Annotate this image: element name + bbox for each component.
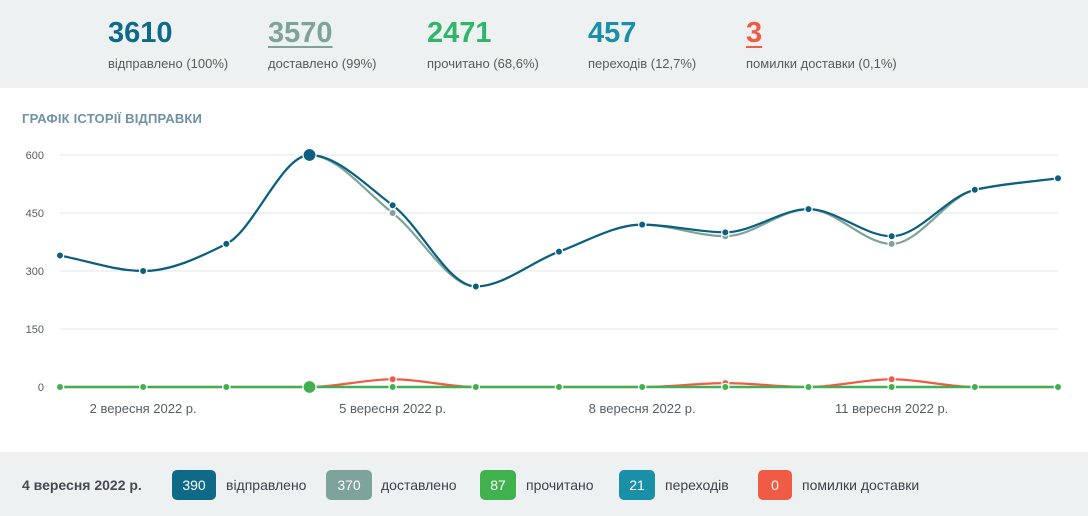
x-tick-label: 8 вересня 2022 р. bbox=[589, 401, 696, 416]
sent-point bbox=[804, 204, 813, 214]
read-point bbox=[804, 382, 813, 392]
x-tick-label: 5 вересня 2022 р. bbox=[339, 401, 446, 416]
sent-point bbox=[1053, 174, 1063, 183]
sent-point bbox=[471, 282, 481, 291]
y-tick-label: 0 bbox=[38, 382, 44, 394]
delivered-point bbox=[388, 208, 397, 218]
read-point bbox=[471, 382, 481, 392]
sent-point bbox=[637, 220, 647, 229]
delivered-point bbox=[887, 239, 896, 249]
read-point bbox=[302, 379, 317, 395]
read-point bbox=[554, 382, 564, 392]
stat-delivered-label: доставлено (99%) bbox=[268, 56, 377, 71]
stats-bar: 3610 відправлено (100%) 3570 доставлено … bbox=[0, 0, 1088, 88]
stat-errors[interactable]: 3 помилки доставки (0,1%) bbox=[746, 14, 897, 71]
sent-point bbox=[887, 231, 896, 241]
stat-errors-value: 3 bbox=[746, 17, 763, 49]
read-point bbox=[887, 382, 896, 392]
stat-clicks[interactable]: 457 переходів (12,7%) bbox=[588, 14, 696, 71]
chart-grid: 0 150 300 450 600 bbox=[26, 150, 1058, 394]
read-point bbox=[138, 382, 148, 392]
stat-delivered[interactable]: 3570 доставлено (99%) bbox=[268, 14, 376, 71]
stat-sent[interactable]: 3610 відправлено (100%) bbox=[108, 14, 228, 71]
stat-read-value: 2471 bbox=[427, 17, 492, 49]
sent-point bbox=[55, 251, 65, 260]
delivered-series-line bbox=[59, 153, 1059, 288]
tooltip-date: 4 вересня 2022 р. bbox=[22, 477, 142, 493]
y-tick-label: 450 bbox=[26, 208, 44, 220]
read-point bbox=[1053, 382, 1063, 392]
stat-delivered-value: 3570 bbox=[268, 17, 333, 49]
read-point bbox=[970, 382, 980, 392]
read-point bbox=[388, 382, 397, 392]
tooltip-bar: 4 вересня 2022 р. 390 відправлено 370 до… bbox=[0, 452, 1088, 516]
stat-sent-label: відправлено (100%) bbox=[108, 56, 229, 71]
delivered-count-badge: 370 bbox=[326, 470, 372, 500]
chart-x-axis: 2 вересня 2022 р. 5 вересня 2022 р. 8 вере… bbox=[90, 401, 949, 416]
delivered-count-label: доставлено bbox=[381, 477, 457, 493]
chart-title: ГРАФІК ІСТОРІЇ ВІДПРАВКИ bbox=[22, 111, 203, 126]
read-count-badge: 87 bbox=[480, 470, 516, 500]
stat-clicks-label: переходів (12,7%) bbox=[588, 56, 697, 71]
sent-point bbox=[721, 228, 730, 237]
history-chart[interactable]: 0 150 300 450 600 2 вересня 2022 р. 5 вересня… bbox=[0, 130, 1088, 430]
sent-count-label: відправлено bbox=[226, 477, 307, 493]
read-point bbox=[637, 382, 647, 392]
stat-clicks-value: 457 bbox=[588, 17, 637, 49]
clicks-count-label: переходів bbox=[665, 477, 729, 493]
clicks-count-badge: 21 bbox=[619, 470, 655, 500]
stat-sent-value: 3610 bbox=[108, 17, 173, 49]
read-point bbox=[721, 382, 730, 392]
errors-count-label: помилки доставки bbox=[802, 477, 920, 493]
x-tick-label: 11 вересня 2022 р. bbox=[835, 401, 948, 416]
chart-markers bbox=[55, 147, 1063, 395]
y-tick-label: 150 bbox=[26, 324, 44, 336]
read-count-label: прочитано bbox=[526, 477, 594, 493]
errors-point bbox=[887, 375, 896, 384]
y-tick-label: 600 bbox=[26, 150, 44, 162]
y-tick-label: 300 bbox=[26, 266, 44, 278]
sent-point bbox=[388, 201, 397, 210]
stat-read-label: прочитано (68,6%) bbox=[427, 56, 539, 71]
read-point bbox=[55, 382, 65, 392]
sent-point bbox=[138, 266, 148, 276]
sent-point bbox=[302, 147, 317, 163]
sent-count-badge: 390 bbox=[172, 470, 216, 500]
sent-series-line bbox=[59, 153, 1059, 288]
sent-point bbox=[222, 239, 231, 249]
stat-errors-label: помилки доставки (0,1%) bbox=[746, 56, 897, 71]
errors-count-badge: 0 bbox=[758, 470, 792, 500]
sent-point bbox=[970, 185, 980, 195]
sent-point bbox=[554, 247, 564, 256]
errors-point bbox=[388, 375, 397, 384]
x-tick-label: 2 вересня 2022 р. bbox=[90, 401, 197, 416]
read-point bbox=[222, 382, 231, 392]
stat-read[interactable]: 2471 прочитано (68,6%) bbox=[427, 14, 539, 71]
